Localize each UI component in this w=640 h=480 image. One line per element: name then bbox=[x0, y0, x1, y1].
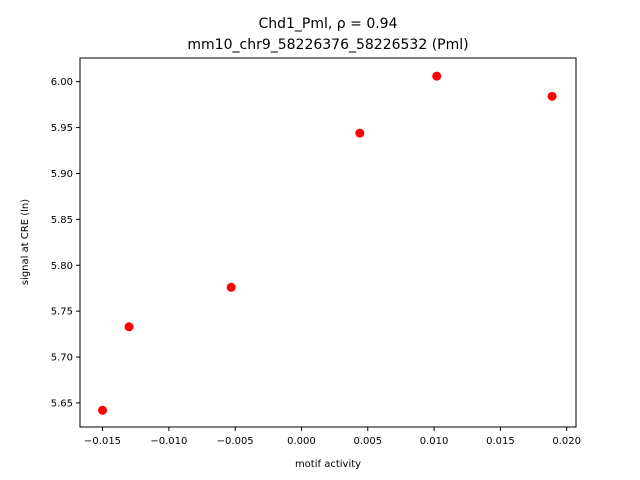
y-tick-label: 5.75 bbox=[51, 307, 73, 318]
plot-frame bbox=[79, 57, 577, 428]
y-tick-label: 6.00 bbox=[51, 77, 73, 88]
scatter-point bbox=[432, 71, 442, 81]
x-tick-label: 0.005 bbox=[353, 436, 382, 447]
x-axis-label: motif activity bbox=[295, 459, 361, 470]
x-tick-label: −0.010 bbox=[150, 436, 187, 447]
y-axis-label: signal at CRE (ln) bbox=[20, 199, 31, 285]
axis-ticks: −0.015 −0.010 −0.005 0.000 0.005 0.010 0.015 0.… bbox=[51, 77, 581, 447]
scatter-point bbox=[98, 405, 108, 415]
y-tick-label: 5.90 bbox=[51, 169, 73, 180]
chart-title-line1: Chd1_Pml, ρ = 0.94 bbox=[258, 16, 397, 32]
data-points bbox=[98, 71, 557, 415]
scatter-point bbox=[226, 282, 236, 292]
x-tick-label: 0.000 bbox=[287, 436, 316, 447]
x-tick-label: 0.015 bbox=[486, 436, 515, 447]
scatter-point bbox=[547, 91, 557, 101]
x-tick-label: −0.015 bbox=[84, 436, 121, 447]
y-tick-label: 5.95 bbox=[51, 123, 73, 134]
x-tick-label: −0.005 bbox=[217, 436, 254, 447]
x-tick-label: 0.010 bbox=[420, 436, 449, 447]
scatter-point bbox=[355, 128, 365, 138]
y-tick-label: 5.65 bbox=[51, 398, 73, 409]
y-tick-label: 5.70 bbox=[51, 353, 73, 364]
y-tick-label: 5.85 bbox=[51, 215, 73, 226]
y-tick-label: 5.80 bbox=[51, 261, 73, 272]
chart-title-line2: mm10_chr9_58226376_58226532 (Pml) bbox=[187, 37, 468, 53]
scatter-point bbox=[124, 322, 134, 332]
x-tick-label: 0.020 bbox=[552, 436, 581, 447]
